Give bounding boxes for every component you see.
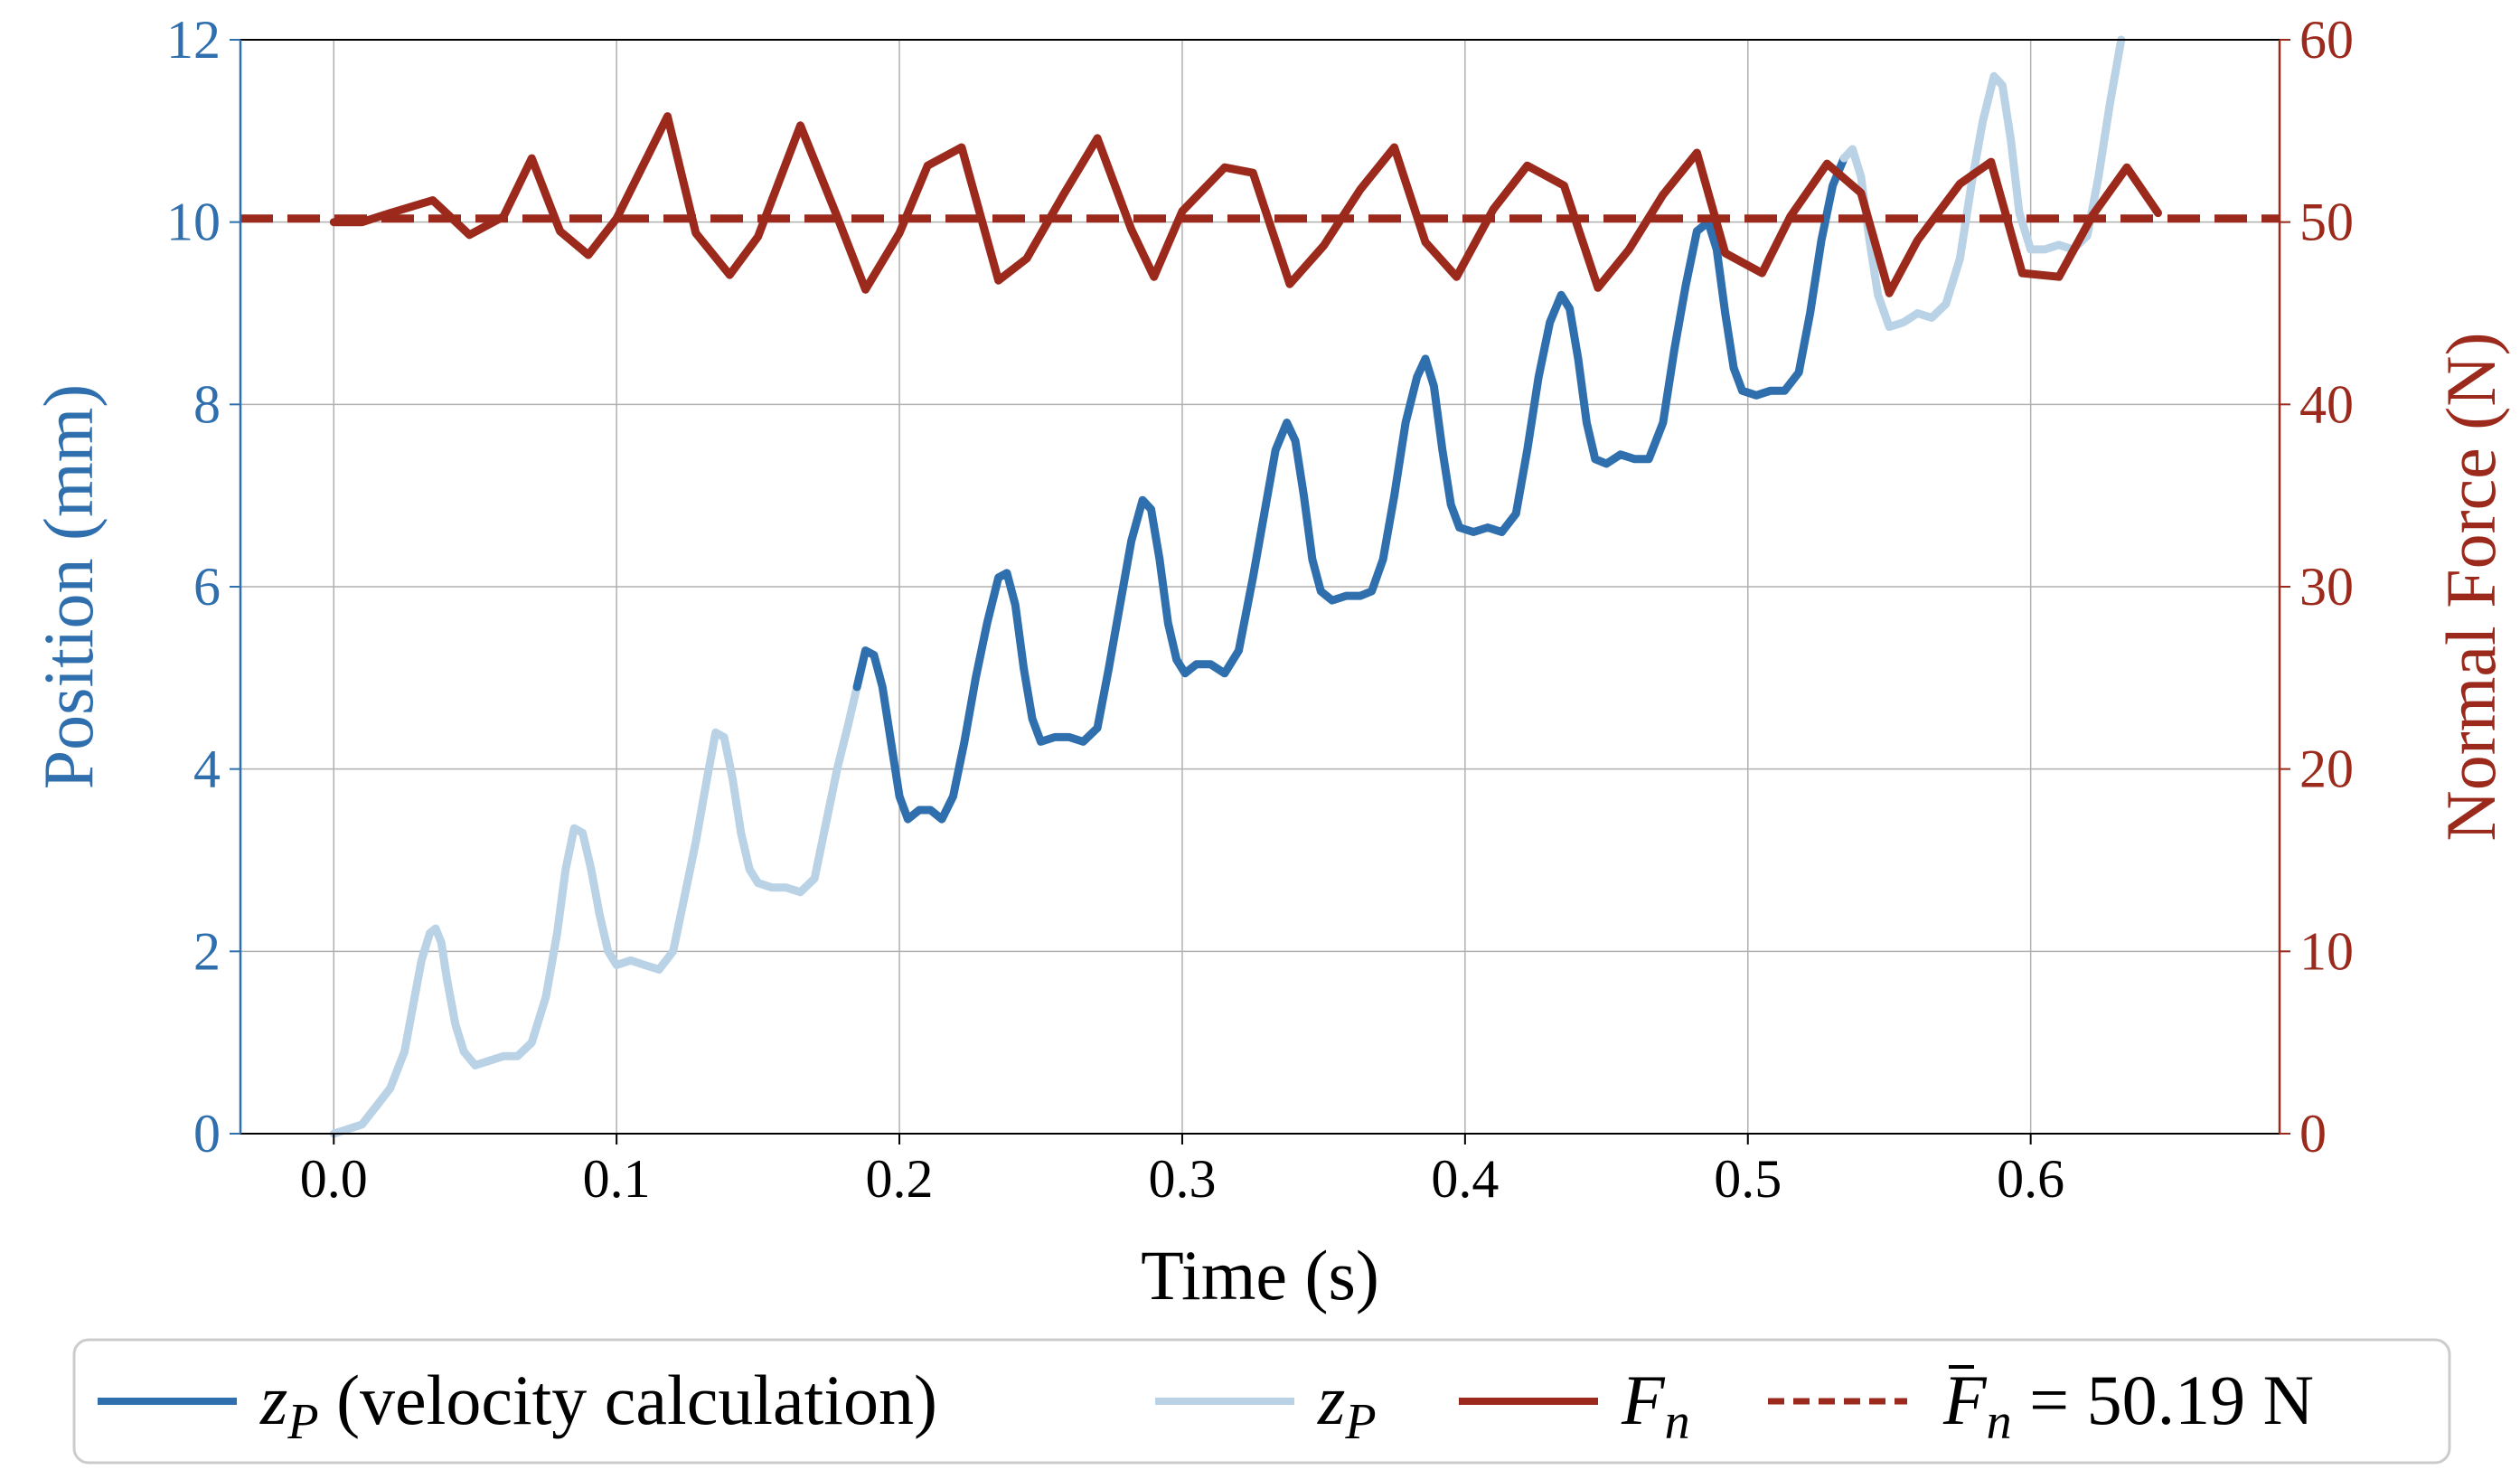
y-axis-label-left: Position (mm) [29,384,108,790]
y-right-tick-label: 60 [2299,10,2354,70]
y-right-tick-label: 20 [2299,740,2354,799]
x-tick-label: 0.3 [1148,1149,1216,1209]
series-line-zp [329,646,870,1138]
x-tick-label: 0.1 [583,1149,651,1209]
plot-lines [240,35,2280,1138]
y-right-tick-label: 10 [2299,921,2354,981]
x-axis-label: Time (s) [1141,1236,1379,1314]
y-left-tick-label: 4 [193,740,221,799]
y-left-tick-label: 0 [193,1104,221,1163]
x-tick-label: 0.2 [866,1149,934,1209]
legend: zP (velocity calculation) zP Fn Fn = 50.… [72,1338,2451,1465]
y-left-tick-label: 12 [166,10,221,70]
legend-label-zp-velocity: zP (velocity calculation) [259,1361,937,1450]
series-line-zp-velocity [852,154,1848,824]
y-axis-label-right: Normal Force (N) [2431,332,2510,841]
series-line-fn [329,112,2162,297]
y-left-tick-label: 2 [193,921,221,981]
x-tick-label: 0.5 [1714,1149,1782,1209]
ticks: 0.0 0.1 0.2 0.3 0.4 0.5 0.6 0 2 4 6 8 10 12 0 10 20 30 40 5… [166,10,2354,1209]
y-left-tick-label: 10 [166,193,221,252]
x-tick-label: 0.6 [1997,1149,2064,1209]
y-right-tick-label: 50 [2299,193,2354,252]
x-tick-label: 0.4 [1431,1149,1499,1209]
legend-label-fn-mean: Fn = 50.19 N [1942,1361,2314,1450]
legend-label-fn: Fn [1621,1361,1690,1450]
y-left-tick-label: 6 [193,557,221,617]
x-tick-label: 0.0 [300,1149,368,1209]
y-left-tick-label: 8 [193,374,221,434]
y-right-tick-label: 30 [2299,557,2354,617]
legend-label-zp: zP [1317,1361,1377,1450]
y-right-tick-label: 0 [2299,1104,2327,1163]
y-right-tick-label: 40 [2299,374,2354,434]
